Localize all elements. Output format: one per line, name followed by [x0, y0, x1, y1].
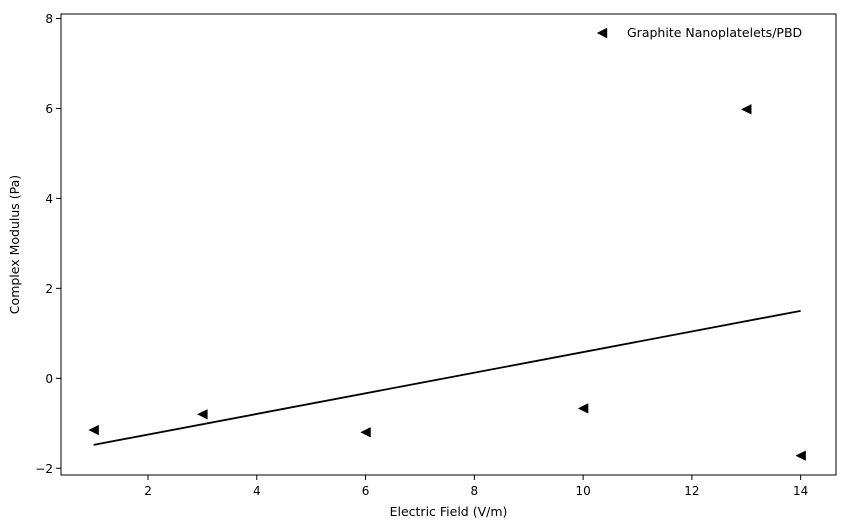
x-tick-label: 14	[793, 484, 808, 498]
y-tick-label: 8	[45, 12, 53, 26]
legend-label: Graphite Nanoplatelets/PBD	[627, 25, 802, 40]
data-point	[360, 427, 371, 438]
x-tick-label: 8	[471, 484, 479, 498]
y-tick-label: 0	[45, 372, 53, 386]
x-axis-ticks: 2 4 6 8 10 12 14	[144, 475, 808, 498]
trend-line	[93, 309, 801, 446]
data-point	[197, 409, 208, 420]
y-axis-title: Complex Modulus (Pa)	[7, 175, 22, 314]
legend-marker-triangle-left	[596, 27, 608, 39]
data-point	[795, 450, 806, 461]
y-axis-ticks: −2 0 2 4 6 8	[35, 12, 61, 476]
plot-area	[88, 104, 806, 461]
y-tick-label: −2	[35, 462, 53, 476]
x-tick-label: 4	[253, 484, 261, 498]
data-point	[577, 403, 589, 414]
data-point	[88, 424, 99, 436]
x-tick-label: 2	[144, 484, 152, 498]
legend: Graphite Nanoplatelets/PBD	[596, 25, 802, 40]
x-tick-label: 12	[684, 484, 699, 498]
x-tick-label: 10	[575, 484, 590, 498]
y-tick-label: 4	[45, 192, 53, 206]
data-point	[741, 104, 752, 115]
x-tick-label: 6	[362, 484, 370, 498]
plot-frame	[60, 13, 837, 476]
y-tick-label: 2	[45, 282, 53, 296]
y-tick-label: 6	[45, 102, 53, 116]
x-axis-title: Electric Field (V/m)	[390, 504, 508, 519]
